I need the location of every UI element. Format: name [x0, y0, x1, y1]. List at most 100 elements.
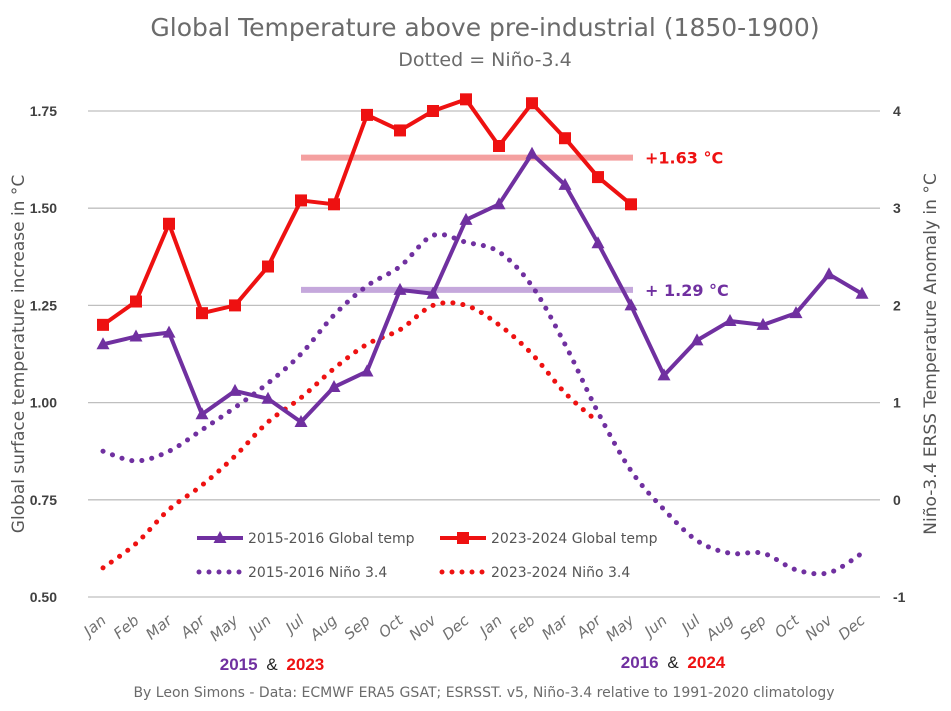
x-tick-label: Jul — [676, 611, 704, 639]
legend: 2015-2016 Global temp 2023-2024 Global te… — [196, 531, 658, 581]
year-amp: & — [266, 655, 278, 674]
legend-swatch-dot — [206, 569, 212, 575]
triangle-marker — [261, 391, 275, 404]
y2-tick-label: 0 — [893, 492, 901, 508]
square-marker — [460, 93, 472, 106]
y-tick-label: 1.00 — [30, 395, 57, 411]
triangle-marker — [789, 306, 803, 319]
reference-label: + 1.29 °C — [645, 281, 729, 300]
year-label-left: 2015 & 2023 — [220, 655, 324, 674]
left-axis-ticks: 1.75 1.50 1.25 1.00 0.75 0.50 — [30, 103, 57, 605]
svg-text:2016 & 2024: 2016 & 2024 — [621, 653, 726, 672]
legend-swatch-dot — [479, 569, 485, 575]
y-tick-label: 0.50 — [30, 589, 57, 605]
x-tick-label: Jul — [280, 611, 308, 639]
square-marker — [394, 124, 406, 137]
square-marker — [295, 194, 307, 207]
square-marker — [328, 198, 340, 211]
right-axis-label: Niño-3.4 ERSS Temperature Anomaly in °C — [921, 173, 941, 534]
triangle-marker — [360, 364, 374, 377]
triangle-marker — [822, 267, 836, 280]
year-amp: & — [667, 653, 679, 672]
legend-swatch-dot — [469, 569, 475, 575]
series-layer — [96, 93, 869, 577]
legend-swatch-dot — [226, 569, 232, 575]
y2-tick-label: 4 — [893, 103, 901, 119]
triangle-marker — [393, 282, 407, 295]
x-tick-label: Jan — [78, 611, 110, 642]
reference-lines: +1.63 °C + 1.29 °C — [301, 149, 729, 300]
y-tick-label: 1.75 — [30, 103, 57, 119]
triangle-marker — [228, 383, 242, 396]
year-2023: 2023 — [286, 655, 324, 674]
year-2024: 2024 — [687, 653, 725, 672]
legend-swatch-dot — [459, 569, 465, 575]
triangle-marker — [426, 286, 440, 299]
square-marker — [229, 299, 241, 312]
square-marker — [196, 307, 208, 320]
triangle-marker — [162, 325, 176, 338]
x-tick-label: Mar — [538, 611, 572, 644]
x-tick-label: May — [602, 611, 638, 645]
x-tick-label: Oct — [375, 611, 407, 642]
right-axis-ticks: 4 3 2 1 0 -1 — [893, 103, 906, 605]
x-tick-label: Aug — [702, 611, 737, 644]
x-tick-label: Dec — [835, 611, 869, 644]
y2-tick-label: 1 — [893, 395, 901, 411]
x-tick-label: Dec — [439, 611, 473, 644]
legend-swatch-dot — [439, 569, 445, 575]
x-tick-label: May — [206, 611, 242, 645]
x-tick-label: Aug — [306, 611, 341, 644]
triangle-marker — [459, 212, 473, 225]
legend-square-marker — [457, 532, 469, 544]
x-tick-label: Apr — [572, 611, 605, 643]
triangle-marker — [591, 236, 605, 249]
reference-label: +1.63 °C — [645, 149, 723, 168]
legend-label: 2015-2016 Niño 3.4 — [248, 565, 387, 581]
x-tick-label: Feb — [110, 611, 143, 642]
triangle-marker — [855, 286, 869, 299]
legend-triangle-marker — [213, 531, 227, 543]
legend-swatch-dot — [449, 569, 455, 575]
square-marker — [130, 295, 142, 308]
triangle-marker — [129, 329, 143, 342]
square-marker — [97, 318, 109, 331]
triangle-marker — [195, 407, 209, 420]
square-marker — [361, 108, 373, 121]
square-marker — [163, 217, 175, 230]
triangle-marker — [492, 197, 506, 210]
square-marker — [427, 105, 439, 117]
x-tick-label: Apr — [176, 611, 209, 643]
credit-text: By Leon Simons - Data: ECMWF ERA5 GSAT; … — [133, 685, 834, 701]
triangle-marker — [558, 177, 572, 190]
triangle-marker — [624, 298, 638, 311]
y-tick-label: 1.50 — [30, 200, 57, 216]
x-tick-label: Jan — [474, 611, 506, 642]
y-tick-label: 0.75 — [30, 492, 57, 508]
nino-series-line — [100, 300, 601, 571]
square-marker — [592, 171, 604, 184]
legend-label: 2015-2016 Global temp — [248, 531, 415, 547]
square-marker — [493, 139, 505, 152]
square-marker — [559, 132, 571, 145]
triangle-marker — [327, 380, 341, 393]
x-tick-label: Jun — [243, 611, 275, 642]
chart-subtitle: Dotted = Niño-3.4 — [398, 49, 572, 71]
x-tick-label: Sep — [340, 611, 373, 643]
legend-swatch-dot — [236, 569, 242, 575]
y-tick-label: 1.25 — [30, 297, 57, 313]
svg-text:2015 & 2023: 2015 & 2023 — [220, 655, 324, 674]
triangle-marker — [657, 368, 671, 381]
chart-title: Global Temperature above pre-industrial … — [150, 13, 819, 42]
left-axis-label: Global surface temperature increase in °… — [9, 175, 29, 533]
year-2016: 2016 — [621, 653, 659, 672]
year-label-right: 2016 & 2024 — [621, 653, 726, 672]
triangle-marker — [723, 313, 737, 326]
legend-swatch-dot — [196, 569, 202, 575]
square-marker — [625, 198, 637, 211]
triangle-marker — [756, 317, 770, 330]
triangle-marker — [525, 146, 539, 159]
x-tick-label: Jun — [639, 611, 671, 642]
